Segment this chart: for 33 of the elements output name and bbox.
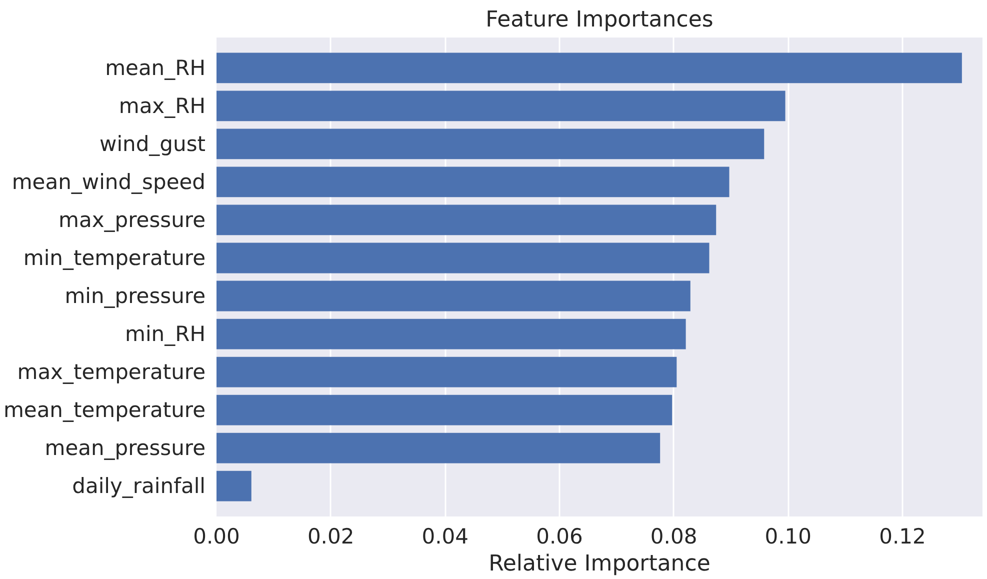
- y-tick-label: mean_wind_speed: [12, 170, 206, 194]
- bar: [216, 204, 716, 236]
- x-tick-label: 0.06: [536, 524, 583, 548]
- x-tick-label: 0.02: [307, 524, 354, 548]
- bar: [216, 90, 786, 122]
- y-tick-label: mean_pressure: [44, 436, 206, 460]
- bar: [216, 470, 252, 502]
- bar: [216, 52, 962, 84]
- bar: [216, 432, 660, 464]
- y-tick-label: mean_RH: [105, 56, 206, 80]
- y-tick-label: min_temperature: [23, 246, 206, 270]
- y-tick-label: max_temperature: [17, 360, 206, 384]
- bar: [216, 280, 690, 312]
- bar: [216, 318, 686, 350]
- y-tick-label: daily_rainfall: [72, 474, 206, 498]
- bar: [216, 242, 710, 274]
- x-tick-label: 0.08: [650, 524, 698, 548]
- x-tick-label: 0.04: [422, 524, 469, 548]
- y-tick-label: max_pressure: [58, 208, 206, 232]
- x-tick-label: 0.10: [764, 524, 812, 548]
- bar: [216, 356, 677, 388]
- y-tick-label: mean_temperature: [3, 398, 206, 422]
- bar: [216, 166, 730, 198]
- y-tick-label: max_RH: [118, 94, 206, 118]
- y-tick-label: wind_gust: [100, 132, 206, 156]
- x-tick-label: 0.12: [879, 524, 926, 548]
- y-tick-label: min_pressure: [64, 284, 206, 308]
- x-tick-label: 0.00: [193, 524, 240, 548]
- y-tick-label: min_RH: [125, 322, 206, 346]
- bar: [216, 128, 764, 160]
- bar: [216, 394, 672, 426]
- chart-title: Feature Importances: [486, 8, 714, 32]
- x-axis-title: Relative Importance: [488, 552, 710, 576]
